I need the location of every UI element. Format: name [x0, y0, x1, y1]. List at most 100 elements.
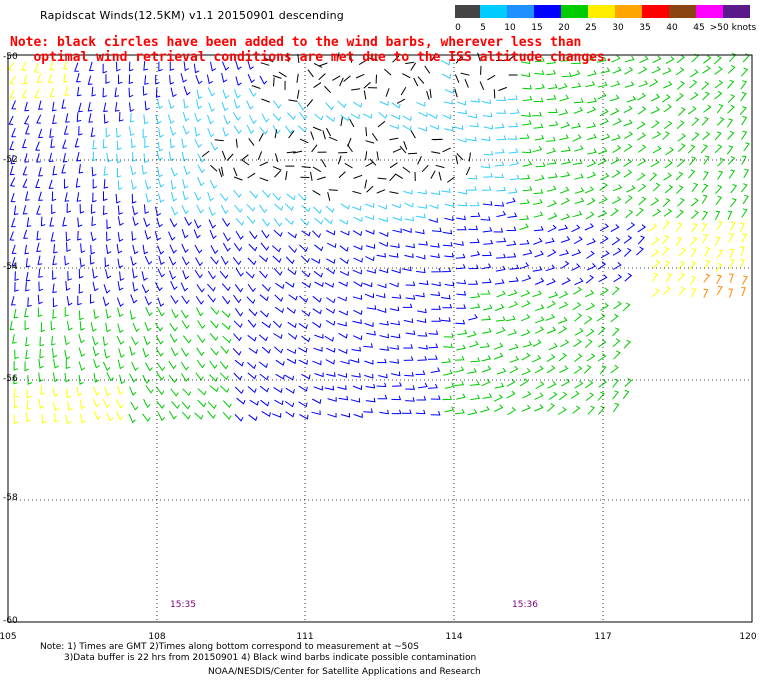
wind-barb — [404, 202, 414, 208]
wind-barb — [430, 253, 440, 259]
wind-barb — [22, 205, 28, 215]
wind-barb — [690, 223, 698, 233]
wind-barb — [38, 167, 43, 177]
wind-barb — [482, 227, 493, 233]
wind-barb — [117, 74, 123, 85]
wind-barb — [222, 335, 232, 344]
wind-barb — [441, 188, 451, 193]
wind-barb — [338, 348, 348, 354]
wind-barb — [442, 241, 453, 247]
wind-barb — [248, 88, 257, 98]
wind-barb — [194, 138, 202, 149]
wind-barb — [534, 365, 544, 374]
wind-barb — [467, 368, 477, 374]
wind-barb — [611, 169, 621, 179]
wind-barb — [102, 138, 108, 149]
wind-barb — [93, 309, 100, 319]
wind-barb — [116, 335, 125, 345]
wind-barb — [154, 231, 162, 241]
wind-barb — [51, 348, 58, 358]
wind-barb — [232, 347, 242, 356]
wind-barb — [392, 55, 400, 63]
wind-barb — [534, 250, 544, 258]
wind-barb — [534, 304, 545, 312]
wind-barb — [469, 380, 480, 386]
wind-barb — [727, 210, 733, 220]
wind-barb — [180, 73, 187, 83]
wind-barb — [456, 279, 467, 285]
wind-barb — [561, 146, 571, 153]
wind-barb — [376, 189, 386, 194]
wind-barb — [207, 283, 216, 292]
wind-barb — [155, 206, 162, 217]
wind-barb — [402, 303, 413, 308]
wind-barb — [235, 76, 242, 86]
wind-barb — [558, 224, 568, 231]
wind-barb — [116, 140, 122, 151]
legend-swatch-3 — [534, 5, 561, 18]
wind-barb — [662, 131, 670, 141]
wind-barb — [352, 230, 363, 237]
wind-barb — [586, 238, 596, 246]
wind-barb — [11, 100, 17, 110]
wind-barb — [210, 320, 219, 329]
wind-barb — [170, 280, 178, 291]
wind-barb — [610, 156, 620, 165]
wind-barb — [167, 114, 175, 125]
wind-barb — [740, 130, 748, 140]
wind-barb — [106, 219, 112, 230]
wind-barb — [235, 217, 245, 226]
wind-barb — [196, 99, 203, 110]
wind-barb — [169, 74, 175, 85]
wind-barb — [559, 186, 570, 194]
wind-barb — [535, 83, 545, 90]
wind-barb — [155, 335, 164, 345]
wind-barb — [316, 176, 326, 181]
wind-barb — [586, 250, 595, 259]
wind-barb — [494, 123, 505, 129]
wind-barb — [415, 409, 426, 415]
wind-barb — [482, 112, 493, 118]
wind-barb — [157, 178, 165, 188]
wind-barb — [116, 61, 121, 72]
wind-barb — [49, 60, 55, 71]
wind-barb — [236, 397, 246, 405]
wind-barb — [428, 343, 439, 349]
wind-barb — [10, 192, 16, 203]
wind-barb — [457, 201, 468, 207]
wind-barb — [119, 271, 125, 282]
wind-barb — [545, 136, 556, 142]
wind-barb — [430, 395, 441, 400]
wind-barb — [326, 258, 336, 264]
legend-label-40: 40 — [666, 23, 678, 33]
wind-barb — [612, 327, 620, 337]
wind-barb — [364, 215, 374, 221]
wind-barb — [312, 308, 322, 315]
wind-barb — [385, 88, 390, 97]
wind-barb — [89, 254, 95, 265]
wind-barb — [220, 345, 230, 354]
wind-barb — [221, 310, 231, 318]
wind-barb — [405, 61, 415, 65]
wind-barb — [482, 201, 493, 206]
wind-barb — [534, 392, 544, 400]
wind-barb — [703, 273, 711, 283]
wind-barb — [389, 359, 400, 364]
wind-barb — [340, 230, 350, 236]
wind-barb — [233, 320, 243, 329]
wind-barb — [559, 249, 569, 256]
wind-barb — [181, 256, 190, 266]
wind-barb — [245, 271, 255, 279]
wind-barb — [246, 124, 255, 134]
wind-barb — [391, 268, 401, 274]
wind-barb — [547, 200, 557, 208]
wind-barb — [353, 281, 363, 288]
wind-barb — [675, 171, 684, 181]
wind-barb — [261, 346, 271, 354]
wind-barb — [87, 101, 93, 112]
wind-barb — [221, 322, 231, 330]
wind-barb — [415, 229, 425, 235]
wind-barb — [494, 279, 505, 285]
wind-barb — [664, 120, 673, 130]
wind-barb — [481, 355, 492, 362]
